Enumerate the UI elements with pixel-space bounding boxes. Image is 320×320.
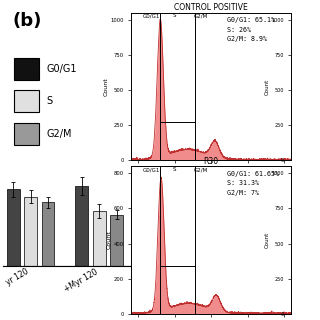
Text: G0/G1: G0/G1 — [46, 64, 76, 74]
Y-axis label: Count: Count — [265, 78, 270, 94]
Bar — [110, 215, 123, 266]
Bar — [14, 123, 39, 145]
Text: (b): (b) — [13, 12, 42, 30]
Bar — [14, 91, 39, 112]
Text: G2/M: G2/M — [194, 13, 208, 19]
Text: S: S — [173, 167, 177, 172]
Text: G0/G1: G0/G1 — [143, 13, 160, 19]
Text: (x 1,000): (x 1,000) — [267, 192, 291, 197]
Text: S: S — [173, 13, 177, 19]
Bar — [7, 189, 20, 266]
Text: S: S — [46, 96, 52, 106]
Bar — [14, 58, 39, 80]
Text: G2/M: G2/M — [46, 129, 72, 139]
Text: G2/M: G2/M — [194, 167, 208, 172]
Text: G0/G1: 65.1%
S: 26%
G2/M: 8.9%: G0/G1: 65.1% S: 26% G2/M: 8.9% — [227, 17, 275, 42]
Y-axis label: Count: Count — [107, 231, 112, 249]
X-axis label: PE-Texas Red-A: PE-Texas Red-A — [188, 174, 235, 179]
Title: CONTROL POSITIVE: CONTROL POSITIVE — [174, 3, 248, 12]
Bar — [76, 186, 88, 266]
Bar — [24, 197, 37, 266]
Text: G0/G1: G0/G1 — [143, 167, 160, 172]
Bar — [93, 211, 106, 266]
Bar — [42, 202, 54, 266]
Title: R30: R30 — [204, 156, 219, 166]
Text: G0/G1: 61.65%
S: 31.3%
G2/M: 7%: G0/G1: 61.65% S: 31.3% G2/M: 7% — [227, 171, 279, 196]
Y-axis label: Count: Count — [265, 232, 270, 248]
Y-axis label: Count: Count — [104, 77, 109, 96]
